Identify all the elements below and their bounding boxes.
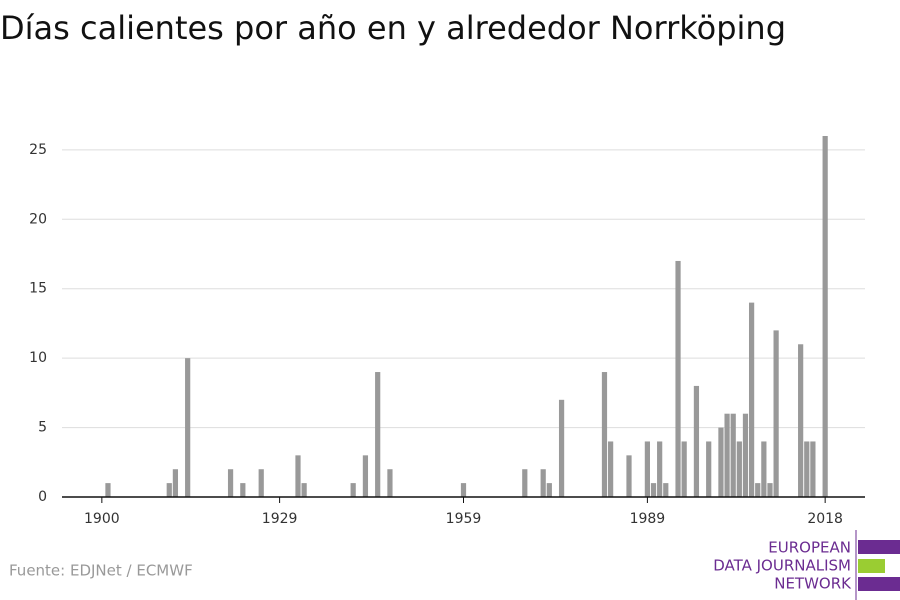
- bar: [650, 483, 657, 497]
- x-tick-label: 1929: [262, 511, 298, 527]
- bar: [767, 483, 773, 497]
- logo-text: EUROPEAN: [768, 539, 851, 557]
- chart-title: Días calientes por año en y alrededor No…: [0, 9, 786, 47]
- bar: [540, 469, 546, 497]
- bar: [227, 469, 234, 497]
- bar: [240, 483, 246, 497]
- logo-text: NETWORK: [774, 575, 852, 593]
- y-tick-label: 20: [29, 211, 47, 227]
- bar: [166, 483, 172, 497]
- bar: [681, 441, 687, 497]
- bar: [362, 455, 369, 497]
- bar: [718, 427, 724, 497]
- y-tick-label: 25: [29, 142, 47, 158]
- bar: [546, 483, 552, 497]
- y-tick-label: 5: [38, 420, 47, 436]
- bar: [387, 469, 393, 497]
- bar: [706, 441, 712, 497]
- bar: [185, 358, 191, 497]
- bar: [736, 441, 742, 497]
- bar: [644, 441, 650, 497]
- logo-text: DATA JOURNALISM: [713, 557, 851, 575]
- bar: [675, 260, 681, 497]
- bar: [724, 413, 730, 497]
- bar: [822, 136, 828, 497]
- logo-bar: [858, 559, 885, 573]
- bar: [558, 399, 565, 497]
- x-tick-label: 1959: [446, 511, 482, 527]
- x-tick-label: 2018: [807, 511, 843, 527]
- bar: [804, 441, 810, 497]
- source: Fuente: EDJNet / ECMWF: [9, 562, 193, 580]
- bar: [810, 441, 816, 497]
- y-tick-label: 10: [29, 350, 47, 366]
- bar: [601, 372, 608, 497]
- bar: [755, 483, 761, 497]
- bar: [258, 469, 264, 497]
- y-tick-label: 15: [29, 281, 47, 297]
- bar: [773, 330, 779, 497]
- bar: [301, 483, 307, 497]
- y-tick-label: 0: [38, 489, 47, 505]
- bar: [172, 469, 179, 497]
- x-tick-label: 1900: [84, 511, 120, 527]
- bar: [350, 483, 356, 497]
- bar: [295, 455, 301, 497]
- bar: [693, 385, 700, 497]
- bar: [748, 302, 755, 497]
- bar: [730, 413, 736, 497]
- bar: [798, 344, 804, 497]
- bar: [626, 455, 632, 497]
- bar: [657, 441, 663, 497]
- bar: [608, 441, 614, 497]
- bar: [742, 413, 749, 497]
- bar: [375, 372, 381, 497]
- logo-bar: [858, 540, 900, 554]
- bar: [460, 483, 467, 497]
- bar: [105, 483, 111, 497]
- bar: [663, 483, 669, 497]
- x-tick-label: 1989: [630, 511, 666, 527]
- logo-bar: [858, 577, 900, 591]
- bar: [761, 441, 767, 497]
- bar: [522, 469, 528, 497]
